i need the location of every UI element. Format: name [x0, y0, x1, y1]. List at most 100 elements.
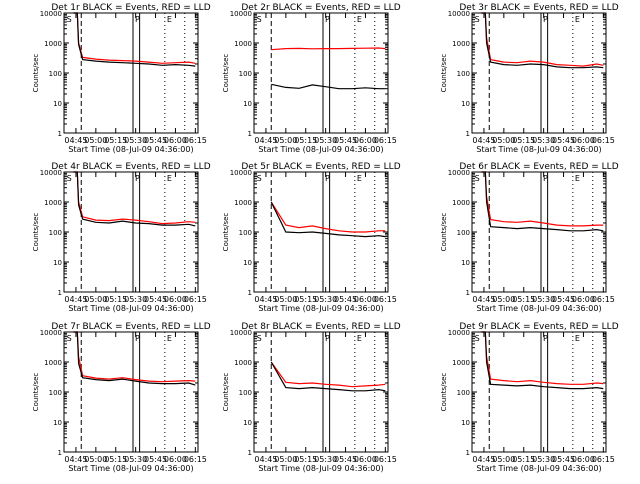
- y-axis-label: Counts/sec: [440, 213, 448, 252]
- y-tick-label: 10: [461, 100, 470, 108]
- plot-frame: [63, 12, 199, 134]
- marker-label-s: S: [475, 174, 480, 183]
- y-tick-label: 1: [466, 130, 470, 138]
- y-tick-label: 100: [239, 70, 252, 78]
- x-tick-label: 05:30: [314, 136, 337, 145]
- marker-label-p: P: [325, 174, 330, 183]
- x-tick-label: 06:15: [184, 295, 207, 304]
- marker-label-p: P: [543, 174, 548, 183]
- y-axis-label: Counts/sec: [440, 54, 448, 93]
- y-tick-label: 10000: [40, 169, 62, 177]
- x-tick-label: 05:45: [334, 455, 357, 464]
- panel-title: Det 5r BLACK = Events, RED = LLD: [241, 162, 400, 172]
- x-tick-label: 05:00: [84, 295, 107, 304]
- plot-frame: [63, 171, 199, 293]
- x-tick-label: 05:15: [104, 136, 127, 145]
- x-tick-label: 05:30: [532, 455, 555, 464]
- x-tick-label: 05:00: [274, 136, 297, 145]
- x-axis-label: Start Time (08-Jul-09 04:36:00): [476, 145, 601, 154]
- y-tick-label: 10000: [448, 329, 470, 337]
- x-tick-label: 06:00: [354, 136, 377, 145]
- y-tick-label: 1: [58, 289, 62, 297]
- x-tick-label: 05:00: [274, 455, 297, 464]
- panel-det-3: Det 3r BLACK = Events, RED = LLD 1 10 100 10…: [440, 3, 619, 154]
- y-tick-label: 10: [53, 100, 62, 108]
- x-axis-label: Start Time (08-Jul-09 04:36:00): [258, 145, 383, 154]
- y-tick-label: 10000: [448, 169, 470, 177]
- panel-title: Det 7r BLACK = Events, RED = LLD: [51, 322, 210, 332]
- marker-label-s: S: [475, 15, 480, 24]
- y-tick-label: 1000: [234, 199, 252, 207]
- panel-title: Det 1r BLACK = Events, RED = LLD: [51, 3, 210, 13]
- marker-label-s: S: [257, 15, 262, 24]
- series-line-lld: [270, 201, 386, 233]
- x-tick-label: 05:45: [144, 295, 167, 304]
- x-tick-label: 05:15: [104, 295, 127, 304]
- x-tick-label: 04:45: [472, 455, 495, 464]
- x-tick-label: 06:15: [184, 455, 207, 464]
- y-tick-label: 1: [248, 449, 252, 457]
- y-tick-label: 10: [53, 259, 62, 267]
- y-axis-label: Counts/sec: [222, 373, 230, 412]
- marker-label-s: S: [67, 334, 72, 343]
- marker-label-e: E: [167, 334, 172, 343]
- marker-label-e: E: [167, 15, 172, 24]
- x-tick-label: 05:15: [104, 455, 127, 464]
- x-tick-label: 05:00: [274, 295, 297, 304]
- x-tick-label: 06:00: [354, 295, 377, 304]
- x-tick-label: 05:15: [294, 136, 317, 145]
- y-tick-label: 1000: [452, 40, 470, 48]
- series-line-events: [481, 331, 604, 390]
- marker-label-e: E: [575, 174, 580, 183]
- plot-frame: [63, 331, 199, 453]
- marker-label-e: E: [575, 334, 580, 343]
- y-tick-label: 10000: [230, 10, 252, 18]
- panel-title: Det 4r BLACK = Events, RED = LLD: [51, 162, 210, 172]
- x-tick-label: 06:00: [572, 136, 595, 145]
- marker-label-s: S: [67, 15, 72, 24]
- x-tick-label: 05:45: [144, 136, 167, 145]
- y-tick-label: 1: [466, 289, 470, 297]
- x-tick-label: 05:45: [334, 295, 357, 304]
- x-tick-label: 05:30: [124, 136, 147, 145]
- marker-label-e: E: [357, 334, 362, 343]
- y-tick-label: 1000: [452, 359, 470, 367]
- panel-det-7: Det 7r BLACK = Events, RED = LLD 1 10 100 10…: [32, 322, 211, 473]
- x-tick-label: 04:45: [472, 295, 495, 304]
- x-tick-label: 05:15: [294, 295, 317, 304]
- panel-title: Det 6r BLACK = Events, RED = LLD: [459, 162, 618, 172]
- x-tick-label: 05:45: [552, 455, 575, 464]
- y-tick-label: 10: [243, 419, 252, 427]
- x-tick-label: 05:45: [552, 295, 575, 304]
- plot-frame: [253, 331, 389, 453]
- marker-label-s: S: [67, 174, 72, 183]
- panel-det-1: Det 1r BLACK = Events, RED = LLD 1 10 100 10…: [32, 3, 211, 154]
- marker-label-e: E: [357, 15, 362, 24]
- marker-label-p: P: [543, 15, 548, 24]
- marker-label-p: P: [325, 15, 330, 24]
- y-tick-label: 100: [239, 229, 252, 237]
- x-tick-label: 04:45: [64, 295, 87, 304]
- x-axis-label: Start Time (08-Jul-09 04:36:00): [258, 464, 383, 473]
- x-tick-label: 04:45: [254, 455, 277, 464]
- y-tick-label: 10: [243, 259, 252, 267]
- x-tick-label: 06:15: [374, 455, 397, 464]
- series-line-events: [481, 171, 604, 232]
- panel-title: Det 2r BLACK = Events, RED = LLD: [241, 3, 400, 13]
- y-tick-label: 1000: [452, 199, 470, 207]
- y-tick-label: 1000: [44, 199, 62, 207]
- x-axis-label: Start Time (08-Jul-09 04:36:00): [68, 464, 193, 473]
- series-line-events: [481, 12, 604, 69]
- y-tick-label: 1: [58, 449, 62, 457]
- y-axis-label: Counts/sec: [32, 373, 40, 412]
- y-tick-label: 10000: [230, 169, 252, 177]
- marker-label-e: E: [357, 174, 362, 183]
- y-tick-label: 100: [457, 389, 470, 397]
- y-tick-label: 1: [248, 130, 252, 138]
- panel-det-5: Det 5r BLACK = Events, RED = LLD 1 10 100 10…: [222, 162, 401, 313]
- marker-label-p: P: [543, 334, 548, 343]
- y-tick-label: 100: [49, 70, 62, 78]
- marker-label-p: P: [135, 15, 140, 24]
- x-axis-label: Start Time (08-Jul-09 04:36:00): [68, 145, 193, 154]
- x-tick-label: 05:30: [124, 455, 147, 464]
